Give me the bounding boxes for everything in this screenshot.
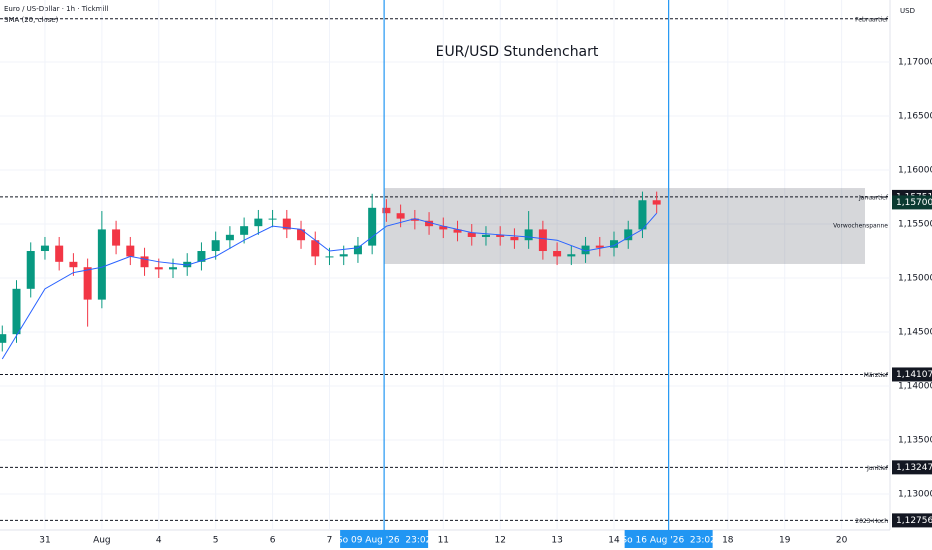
- candle-body: [510, 236, 519, 241]
- candle-body: [425, 220, 434, 227]
- candle-body: [154, 267, 163, 270]
- marker-date-label: So 16 Aug '26 23:02: [621, 536, 715, 546]
- x-tick-label: 5: [213, 536, 219, 546]
- candle-body: [26, 251, 35, 289]
- candle-body: [368, 207, 377, 246]
- candle-body: [496, 234, 505, 237]
- x-tick-label: 14: [608, 536, 620, 546]
- marker-date-box: [624, 530, 713, 548]
- candle-body: [567, 254, 576, 257]
- candle-body: [467, 232, 476, 237]
- candle-body: [353, 245, 362, 255]
- candle-body: [638, 200, 647, 230]
- current-price-tag: [892, 195, 932, 210]
- candle-body: [396, 213, 405, 219]
- range-box: [384, 188, 865, 264]
- candle-body: [0, 334, 7, 343]
- level-name: Februartief: [855, 16, 889, 23]
- level-name: 2023-Hoch: [855, 518, 888, 525]
- symbol-label: Euro / US-Dollar · 1h · Tickmill: [4, 5, 108, 13]
- candle-body: [652, 200, 661, 205]
- marker-date-box: [340, 530, 429, 548]
- x-tick-label: 11: [438, 536, 449, 546]
- candle-body: [240, 226, 249, 235]
- candle-body: [311, 240, 320, 257]
- x-tick-label: 31: [39, 536, 50, 546]
- candle-body: [297, 229, 306, 241]
- candle-body: [282, 218, 291, 230]
- candle-body: [581, 245, 590, 255]
- y-tick-label: 1,14000: [898, 382, 932, 392]
- level-name: Januartief: [858, 194, 889, 201]
- candle-body: [453, 229, 462, 233]
- candle-body: [12, 288, 21, 335]
- current-price-label: 1,15700: [896, 198, 932, 208]
- x-tick-label: 12: [494, 536, 505, 546]
- price-tag: [892, 513, 932, 528]
- candle-body: [410, 218, 419, 221]
- candle-body: [339, 254, 348, 257]
- candle-body: [624, 229, 633, 241]
- candle-body: [268, 218, 277, 220]
- x-tick-label: 6: [270, 536, 276, 546]
- candle-body: [538, 229, 547, 252]
- y-tick-label: 1,14500: [898, 328, 932, 338]
- candle-body: [553, 251, 562, 257]
- candle-body: [382, 207, 391, 214]
- candle-body: [83, 267, 92, 300]
- sma-line: [1, 212, 658, 360]
- y-tick-label: 1,15000: [898, 274, 932, 284]
- candle-body: [140, 256, 149, 268]
- currency-label: USD: [900, 7, 915, 15]
- candle-body: [439, 226, 448, 230]
- price-tag-label: 1,12756: [896, 516, 932, 526]
- x-tick-label: 7: [327, 536, 333, 546]
- level-name: Junitief: [866, 465, 889, 472]
- candle-body: [524, 229, 533, 241]
- candle-body: [595, 245, 604, 248]
- marker-date-label: So 09 Aug '26 23:02: [337, 536, 431, 546]
- y-tick-label: 1,17000: [898, 57, 932, 67]
- candle-body: [197, 251, 206, 262]
- y-tick-label: 1,16000: [898, 166, 932, 176]
- level-name: Märztief: [864, 372, 889, 379]
- x-tick-label: Aug: [93, 536, 111, 546]
- chart-title: EUR/USD Stundenchart: [436, 44, 599, 60]
- price-tag-label: 1,14107: [896, 370, 932, 380]
- y-tick-label: 1,13500: [898, 436, 932, 446]
- candle-body: [97, 229, 106, 300]
- x-tick-label: 13: [551, 536, 562, 546]
- x-tick-label: 18: [722, 536, 734, 546]
- x-tick-label: 19: [779, 536, 791, 546]
- x-tick-label: 4: [156, 536, 162, 546]
- price-tag: [892, 367, 932, 382]
- x-tick-label: 20: [836, 536, 848, 546]
- candle-body: [481, 234, 490, 237]
- price-tag-label: 1,13247: [896, 463, 932, 473]
- candle-body: [112, 229, 121, 246]
- candle-body: [69, 261, 78, 268]
- y-tick-label: 1,16500: [898, 112, 932, 122]
- y-tick-label: 1,13000: [898, 490, 932, 500]
- candle-body: [55, 245, 64, 262]
- y-tick-label: 1,15500: [898, 220, 932, 230]
- candle-body: [325, 256, 334, 258]
- candle-body: [40, 245, 49, 252]
- candle-body: [610, 240, 619, 248]
- candle-body: [183, 261, 192, 268]
- candle-body: [126, 245, 135, 257]
- candle-body: [211, 240, 220, 252]
- candle-body: [225, 234, 234, 241]
- indicator-label: SMA (20, close): [4, 16, 59, 24]
- price-tag: [892, 460, 932, 475]
- candle-body: [254, 218, 263, 227]
- range-box-label: Vorwochenspanne: [833, 223, 888, 230]
- candle-body: [168, 267, 177, 270]
